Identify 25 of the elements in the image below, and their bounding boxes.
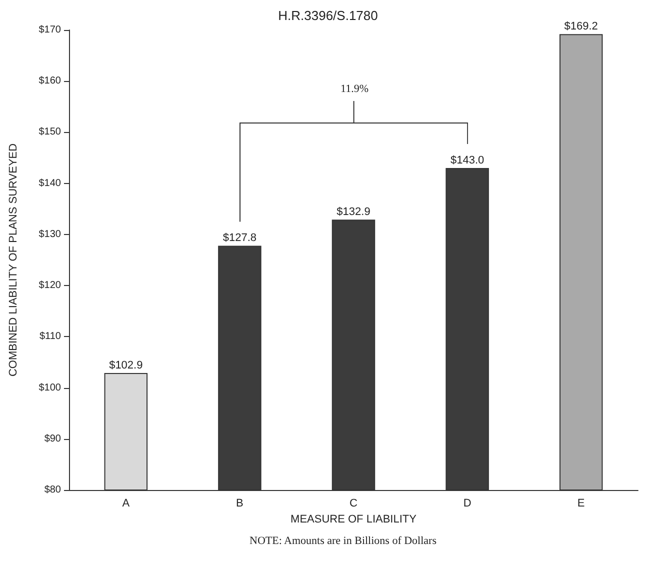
data-label: $127.8 [222,232,257,244]
y-tick-label: $110 [39,331,62,342]
data-label: $102.9 [109,359,143,372]
data-label: $143.0 [450,154,484,166]
y-tick-label: $90 [44,433,62,444]
y-axis-title: COMBINED LIABILITY OF PLANS SURVEYED [8,143,20,377]
y-tick-label: $140 [38,178,62,189]
x-tick-label: A [122,498,130,510]
y-tick-label: $170 [38,24,62,36]
y-tick-label: $80 [44,484,62,496]
x-tick-label: C [350,498,358,510]
text: NOTE: Amounts are in Billions of Dollars [250,535,436,547]
y-tick-label: $100 [38,382,62,394]
data-label: $169.2 [564,20,598,33]
x-tick-label: E [577,498,585,510]
y-tick-label: $160 [38,76,62,87]
y-tick-label: $130 [38,228,62,240]
annotation: 11.9% [340,83,369,95]
x-axis-title: MEASURE OF LIABILITY [290,513,418,526]
data-label: $132.9 [336,206,370,218]
x-tick-label: D [463,498,472,510]
y-tick-label: $120 [38,280,62,292]
x-tick-label: B [236,498,244,510]
chart-title: H.R.3396/S.1780 [278,8,378,23]
y-tick-label: $150 [38,126,62,138]
